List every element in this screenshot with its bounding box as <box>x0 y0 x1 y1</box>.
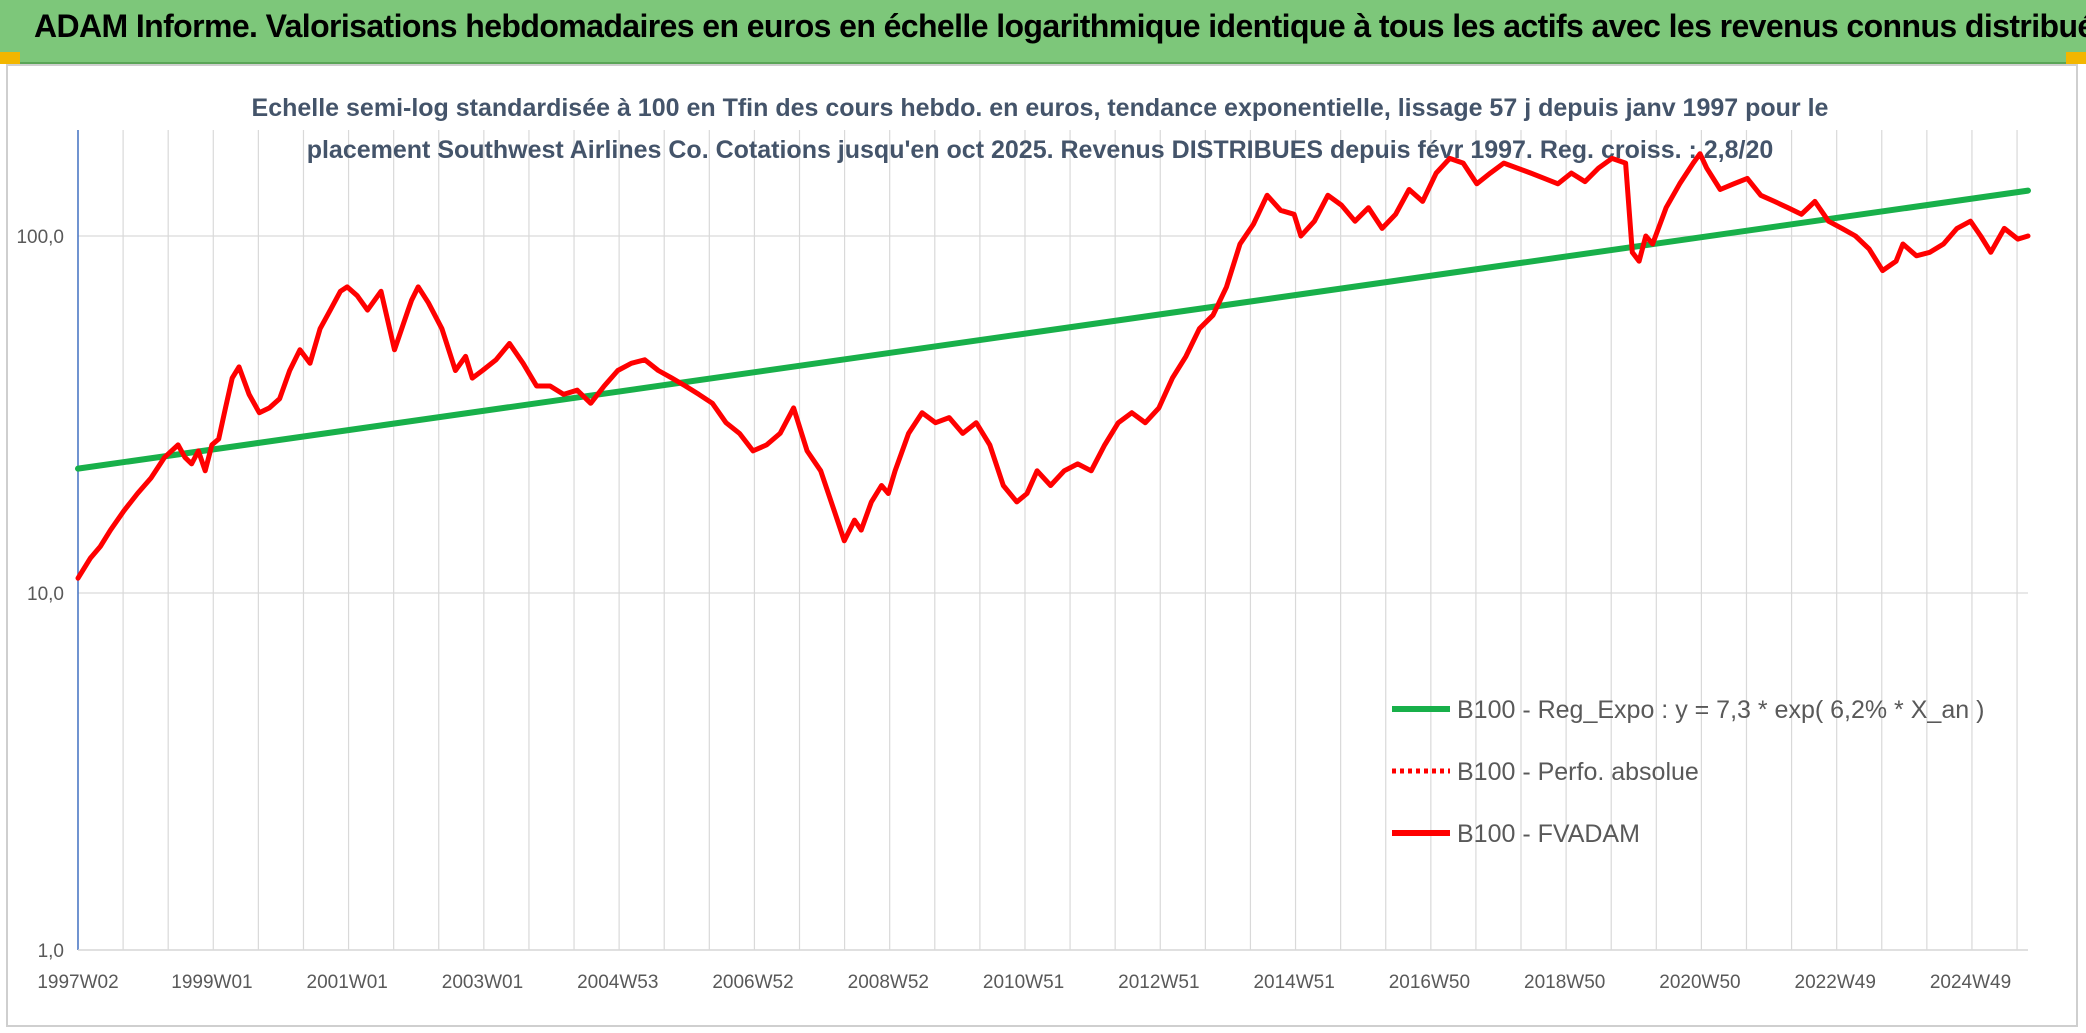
corner-marker-right <box>2066 52 2086 64</box>
series-line-fvadam <box>75 151 2031 581</box>
corner-marker-left <box>0 52 20 64</box>
axes: 1,0 10,0 100,0 1997W02 1999W01 2001W01 2003W01… <box>16 130 2028 993</box>
x-tick-label: 2024W49 <box>1930 972 2011 993</box>
x-tick-label: 2003W01 <box>442 972 523 993</box>
series-line-reg-expo <box>75 187 2031 472</box>
x-tick-label: 2016W50 <box>1389 972 1470 993</box>
y-tick-label: 10,0 <box>27 584 64 605</box>
header-banner: ADAM Informe. Valorisations hebdomadaire… <box>0 0 2086 64</box>
x-tick-label: 1997W02 <box>37 972 118 993</box>
x-tick-label: 2014W51 <box>1253 972 1334 993</box>
report-title: ADAM Informe. Valorisations hebdomadaire… <box>34 8 2086 44</box>
grid <box>77 130 2028 951</box>
x-tick-label: 1999W01 <box>171 972 252 993</box>
x-tick-label: 2022W49 <box>1795 972 1876 993</box>
chart-frame <box>6 64 2078 1027</box>
series <box>75 151 2031 581</box>
legend-label-perfo: B100 - Perfo. absolue <box>1457 758 1699 786</box>
chart-subtitle-line-1: Echelle semi-log standardisée à 100 en T… <box>252 94 1829 122</box>
x-tick-label: 2012W51 <box>1118 972 1199 993</box>
x-tick-label: 2001W01 <box>307 972 388 993</box>
y-tick-label: 1,0 <box>38 941 64 962</box>
legend: B100 - Reg_Expo : y = 7,3 * exp( 6,2% * … <box>1392 696 1984 848</box>
legend-label-trend: B100 - Reg_Expo : y = 7,3 * exp( 6,2% * … <box>1457 696 1984 724</box>
y-tick-label: 100,0 <box>16 227 64 248</box>
x-tick-label: 2010W51 <box>983 972 1064 993</box>
x-tick-label: 2008W52 <box>848 972 929 993</box>
x-tick-label: 2018W50 <box>1524 972 1605 993</box>
x-tick-label: 2004W53 <box>577 972 658 993</box>
x-tick-label: 2006W52 <box>712 972 793 993</box>
chart-subtitle-line-2: placement Southwest Airlines Co. Cotatio… <box>307 136 1774 164</box>
x-tick-label: 2020W50 <box>1659 972 1740 993</box>
legend-label-fvadam: B100 - FVADAM <box>1457 820 1640 848</box>
